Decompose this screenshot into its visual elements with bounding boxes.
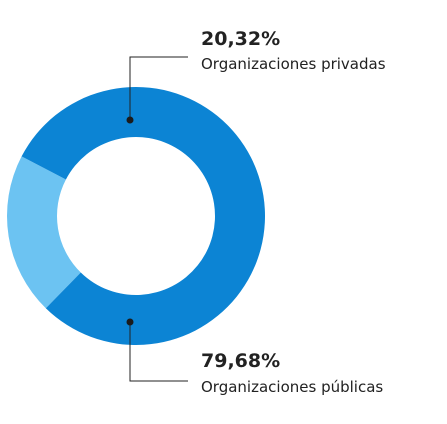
slice-percent-public: 79,68%: [201, 350, 280, 372]
slice-public: [21, 86, 266, 345]
donut-slices: [6, 86, 266, 345]
slice-label-public: Organizaciones públicas: [201, 378, 383, 396]
leader-line-private: [129, 56, 188, 120]
slice-label-private: Organizaciones privadas: [201, 55, 386, 73]
slice-marker-public: [126, 318, 134, 326]
slice-marker-private: [126, 116, 134, 124]
slice-percent-private: 20,32%: [201, 28, 280, 50]
leader-line-public: [129, 322, 188, 382]
slice-private: [6, 156, 81, 309]
